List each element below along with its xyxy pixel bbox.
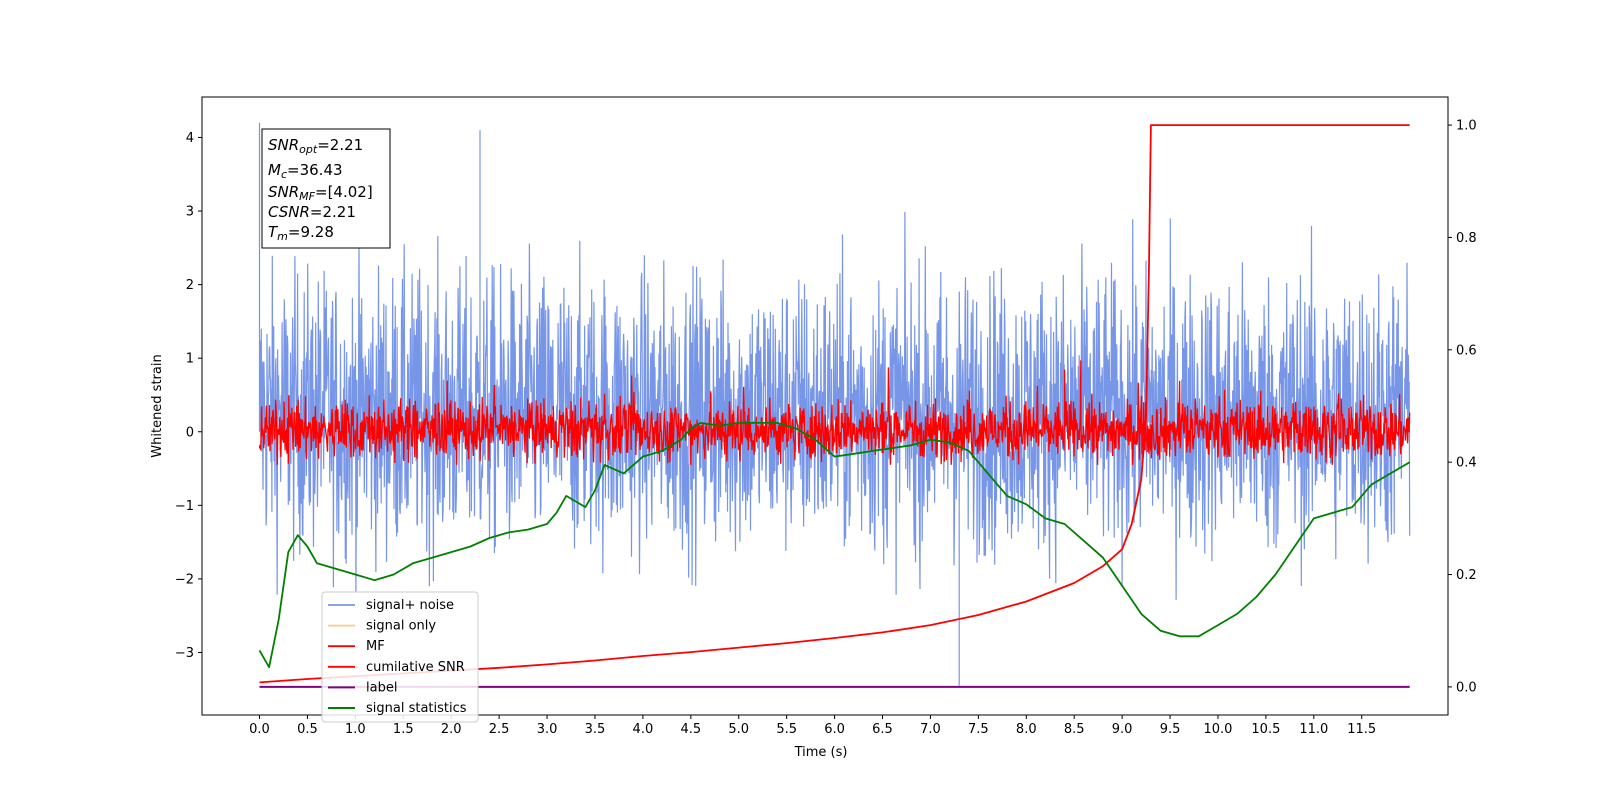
- y-left-tick-label: −2: [175, 572, 194, 587]
- annotation-mc: Mc=36.43: [268, 161, 343, 181]
- annotation-snr-mf: SNRMF=[4.02]: [268, 183, 373, 203]
- x-axis-ticks: 0.0 0.5 1.0 1.5 2.0 2.5 3.0 3.5 4.0 4.5 5.0 5.5 6.0 6…: [249, 715, 1376, 737]
- legend-entry-label: label: [366, 680, 397, 695]
- legend-entry-label: signal statistics: [366, 701, 467, 716]
- legend-entry-label: signal only: [366, 619, 436, 634]
- x-tick-label: 3.0: [537, 722, 558, 737]
- y-left-tick-label: 3: [186, 205, 194, 220]
- legend-entry-label: signal+ noise: [366, 598, 454, 613]
- y-right-tick-label: 0.0: [1456, 680, 1477, 695]
- x-tick-label: 7.0: [920, 722, 941, 737]
- plot-area-frame: [201, 96, 1449, 716]
- legend: signal+ noise signal only MF cumilative SNR…: [321, 591, 479, 723]
- y-right-tick-label: 0.4: [1456, 456, 1477, 471]
- x-tick-label: 4.5: [680, 722, 701, 737]
- x-tick-label: 11.0: [1299, 722, 1328, 737]
- x-tick-label: 2.0: [441, 722, 462, 737]
- x-tick-label: 10.5: [1251, 722, 1280, 737]
- y-right-tick-label: 0.8: [1456, 231, 1477, 246]
- y-right-tick-label: 0.6: [1456, 343, 1477, 358]
- y-left-tick-label: 4: [186, 131, 194, 146]
- y-left-tick-label: −3: [175, 646, 194, 661]
- x-tick-label: 9.0: [1112, 722, 1133, 737]
- y-left-tick-label: −1: [175, 499, 194, 514]
- x-tick-label: 3.5: [585, 722, 606, 737]
- x-tick-label: 0.0: [249, 722, 270, 737]
- x-tick-label: 4.0: [633, 722, 654, 737]
- series-signal-statistics-line: [258, 422, 1411, 669]
- y-left-tick-label: 0: [186, 425, 194, 440]
- y-axis-label: Whitened strain: [150, 354, 165, 457]
- legend-entry-label: MF: [366, 639, 385, 654]
- y-axis-right-ticks: 0.0 0.2 0.4 0.6 0.8 1.0: [1448, 119, 1477, 695]
- x-tick-label: 7.5: [968, 722, 989, 737]
- annotation-snr-opt: SNRopt=2.21: [268, 136, 363, 156]
- x-tick-label: 1.5: [393, 722, 414, 737]
- x-tick-label: 8.0: [1016, 722, 1037, 737]
- legend-entry-label: cumilative SNR: [366, 660, 465, 675]
- x-tick-label: 5.0: [728, 722, 749, 737]
- annotation-csnr: CSNR=2.21: [268, 203, 356, 221]
- y-left-tick-label: 1: [186, 352, 194, 367]
- x-tick-label: 8.5: [1064, 722, 1085, 737]
- y-axis-left-ticks: −3 −2 −1 0 1 2 3 4: [175, 131, 202, 661]
- y-right-tick-label: 0.2: [1456, 568, 1477, 583]
- x-tick-label: 6.0: [824, 722, 845, 737]
- y-left-tick-label: 2: [186, 278, 194, 293]
- annotation-tm: Tm=9.28: [268, 223, 334, 243]
- x-axis-label: Time (s): [794, 745, 848, 760]
- y-right-tick-label: 1.0: [1456, 119, 1477, 134]
- x-tick-label: 2.5: [489, 722, 510, 737]
- x-tick-label: 0.5: [297, 722, 318, 737]
- x-tick-label: 6.5: [872, 722, 893, 737]
- x-tick-label: 11.5: [1347, 722, 1376, 737]
- x-tick-label: 10.0: [1203, 722, 1232, 737]
- x-tick-label: 9.5: [1160, 722, 1181, 737]
- series-mf-line: [258, 360, 1411, 465]
- series-signal-noise-line: [258, 122, 1411, 686]
- x-tick-label: 1.0: [345, 722, 366, 737]
- annotation-box: SNRopt=2.21 Mc=36.43 SNRMF=[4.02] CSNR=2…: [261, 128, 391, 249]
- x-tick-label: 5.5: [776, 722, 797, 737]
